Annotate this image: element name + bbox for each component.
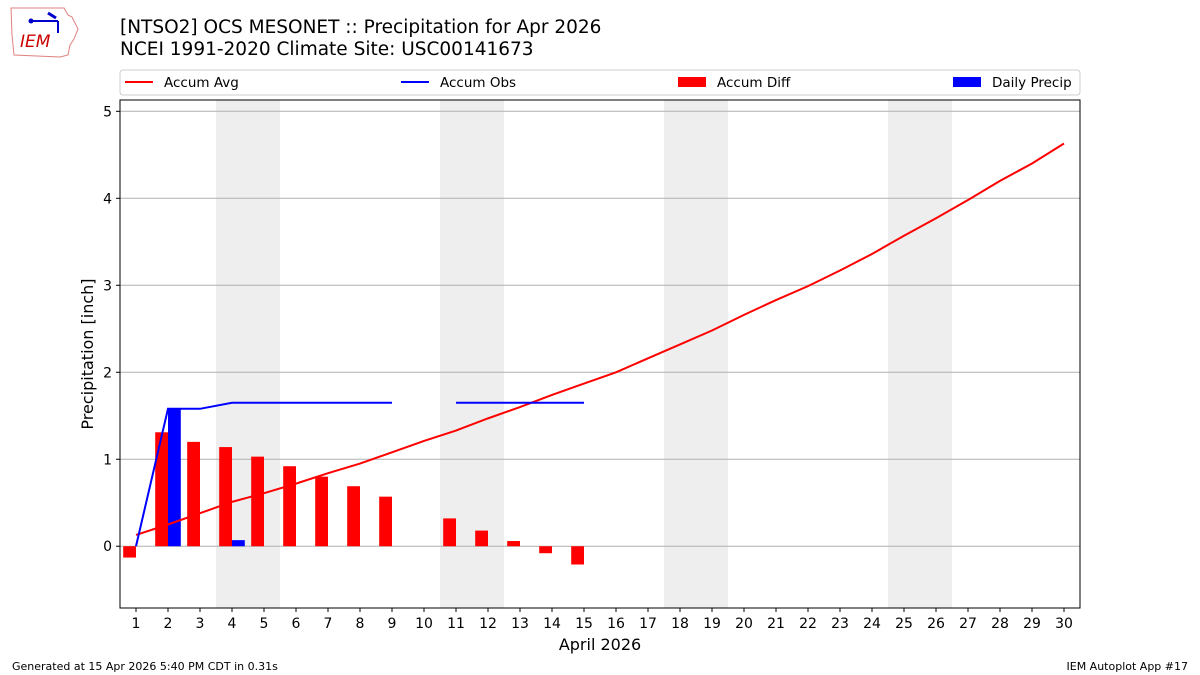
bar-accum-diff: [123, 546, 136, 558]
bar-accum-diff: [187, 441, 200, 547]
x-tick-label: 5: [260, 616, 269, 632]
x-tick-label: 1: [132, 616, 141, 632]
bar-accum-diff: [475, 530, 488, 547]
x-tick-label: 24: [863, 616, 881, 632]
chart-subtitle: NCEI 1991-2020 Climate Site: USC00141673: [120, 39, 534, 60]
y-tick-label: 2: [103, 365, 112, 381]
x-tick-label: 8: [356, 616, 365, 632]
legend: [119, 69, 1081, 96]
x-tick-label: 21: [767, 616, 785, 632]
logo-text: IEM: [20, 32, 51, 52]
weekend-shade: [888, 100, 952, 608]
legend-label: Daily Precip: [992, 75, 1072, 91]
legend-swatch: [953, 77, 981, 87]
x-tick-label: 26: [927, 616, 945, 632]
bar-accum-diff: [347, 486, 360, 547]
bar-accum-diff: [539, 546, 552, 554]
x-tick-label: 27: [959, 616, 977, 632]
y-tick-label: 0: [103, 539, 112, 555]
legend-label: Accum Obs: [440, 75, 516, 91]
x-tick-label: 13: [511, 616, 529, 632]
x-tick-label: 29: [1023, 616, 1041, 632]
bar-daily-precip: [168, 408, 181, 547]
x-tick-label: 22: [799, 616, 817, 632]
x-tick-label: 12: [479, 616, 497, 632]
x-tick-label: 28: [991, 616, 1009, 632]
y-tick-label: 4: [103, 191, 112, 207]
y-tick-label: 1: [103, 452, 112, 468]
x-tick-label: 10: [415, 616, 433, 632]
bar-daily-precip: [232, 540, 245, 547]
bar-accum-diff: [507, 541, 520, 547]
bar-accum-diff: [571, 546, 584, 565]
legend-label: Accum Diff: [717, 75, 791, 91]
x-tick-label: 14: [543, 616, 561, 632]
x-tick-label: 18: [671, 616, 689, 632]
x-tick-label: 17: [639, 616, 657, 632]
footer-app: IEM Autoplot App #17: [1066, 660, 1189, 673]
bar-accum-diff: [251, 456, 264, 547]
x-tick-label: 2: [164, 616, 173, 632]
x-tick-label: 15: [575, 616, 593, 632]
bar-accum-diff: [315, 476, 328, 547]
line-accum-obs: [135, 401, 392, 547]
iem-logo: IEM: [10, 7, 79, 58]
plot-frame: [119, 99, 1081, 609]
y-tick-label: 5: [103, 104, 112, 120]
legend-swatch: [678, 77, 706, 87]
x-tick-label: 6: [292, 616, 301, 632]
x-tick-label: 4: [228, 616, 237, 632]
line-accum-avg: [135, 142, 1065, 536]
x-tick-label: 19: [703, 616, 721, 632]
x-tick-label: 30: [1055, 616, 1073, 632]
footer-generated: Generated at 15 Apr 2026 5:40 PM CDT in …: [12, 660, 278, 673]
x-tick-label: 23: [831, 616, 849, 632]
x-axis-label: April 2026: [559, 635, 641, 654]
x-tick-label: 11: [447, 616, 465, 632]
bar-accum-diff: [219, 447, 232, 547]
x-tick-label: 25: [895, 616, 913, 632]
bar-accum-diff: [155, 432, 168, 547]
bar-accum-diff: [379, 496, 392, 547]
y-tick-label: 3: [103, 278, 112, 294]
chart-title: [NTSO2] OCS MESONET :: Precipitation for…: [120, 17, 602, 38]
legend-label: Accum Avg: [164, 75, 239, 91]
y-axis-label: Precipitation [inch]: [78, 278, 97, 429]
bar-accum-diff: [283, 466, 296, 547]
weekend-shade: [664, 100, 728, 608]
x-tick-label: 16: [607, 616, 625, 632]
x-tick-label: 9: [388, 616, 397, 632]
x-tick-label: 3: [196, 616, 205, 632]
x-tick-label: 7: [324, 616, 333, 632]
bar-accum-diff: [443, 518, 456, 547]
x-tick-label: 20: [735, 616, 753, 632]
